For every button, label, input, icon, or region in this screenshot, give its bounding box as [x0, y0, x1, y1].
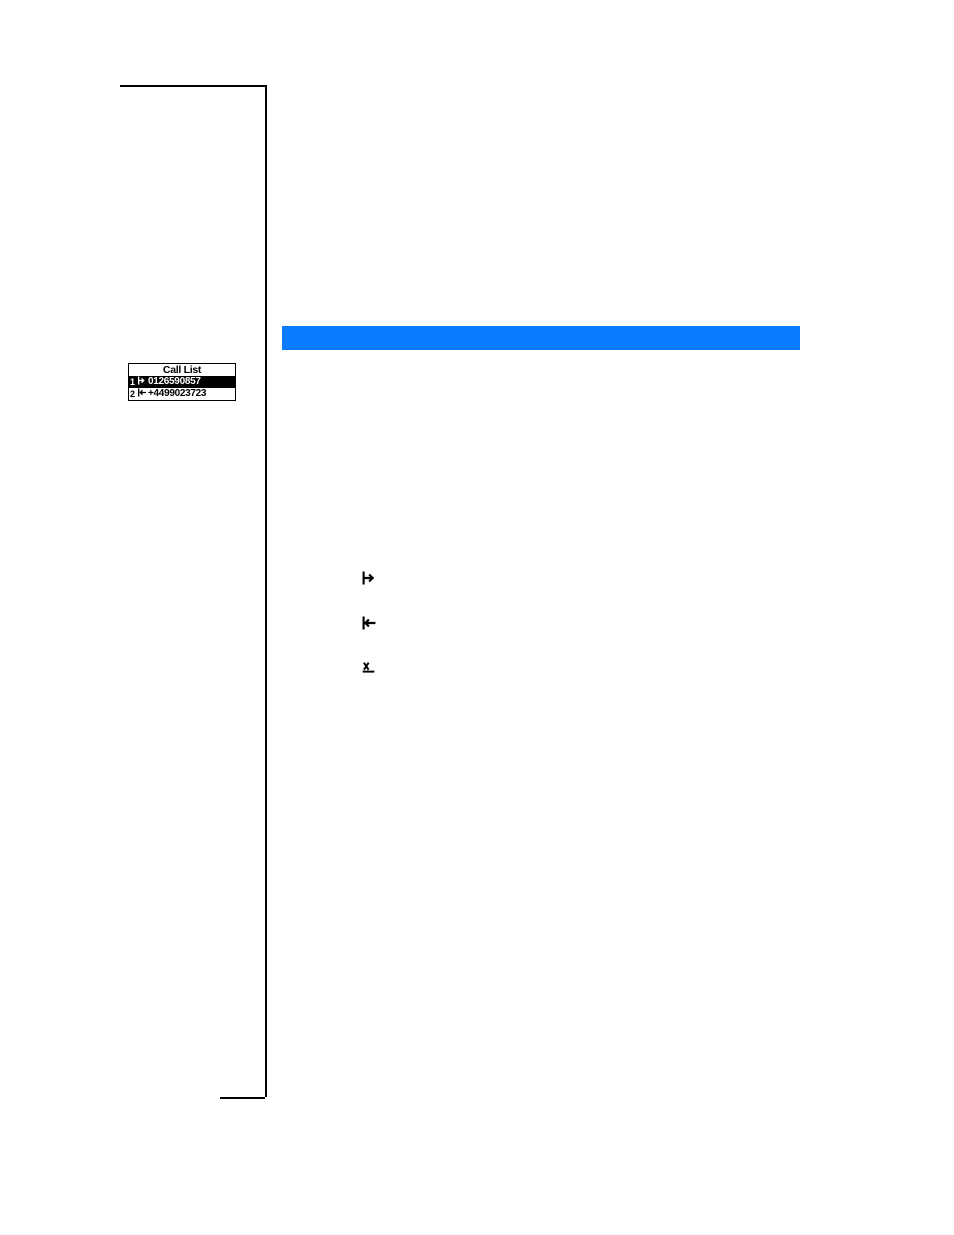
- call-number: 0126590857: [148, 376, 201, 388]
- call-list-row: 2 +4499023723: [129, 388, 235, 400]
- document-page: Call List 1 0126590857 2 +4499023723: [0, 0, 954, 1235]
- top-rule: [120, 85, 265, 87]
- incoming-call-icon: [360, 615, 400, 660]
- call-list-title: Call List: [129, 364, 235, 376]
- incoming-call-icon: [137, 388, 147, 401]
- call-list-row: 1 0126590857: [129, 376, 235, 388]
- row-index: 1: [130, 376, 137, 388]
- call-number: +4499023723: [148, 388, 206, 400]
- call-list-screen: Call List 1 0126590857 2 +4499023723: [128, 363, 236, 401]
- row-index: 2: [130, 388, 137, 400]
- bottom-rule: [220, 1097, 265, 1099]
- call-type-legend: [360, 570, 400, 705]
- section-highlight-bar: [282, 326, 800, 350]
- missed-call-icon: [360, 660, 400, 705]
- vertical-rule: [265, 85, 267, 1097]
- outgoing-call-icon: [360, 570, 400, 615]
